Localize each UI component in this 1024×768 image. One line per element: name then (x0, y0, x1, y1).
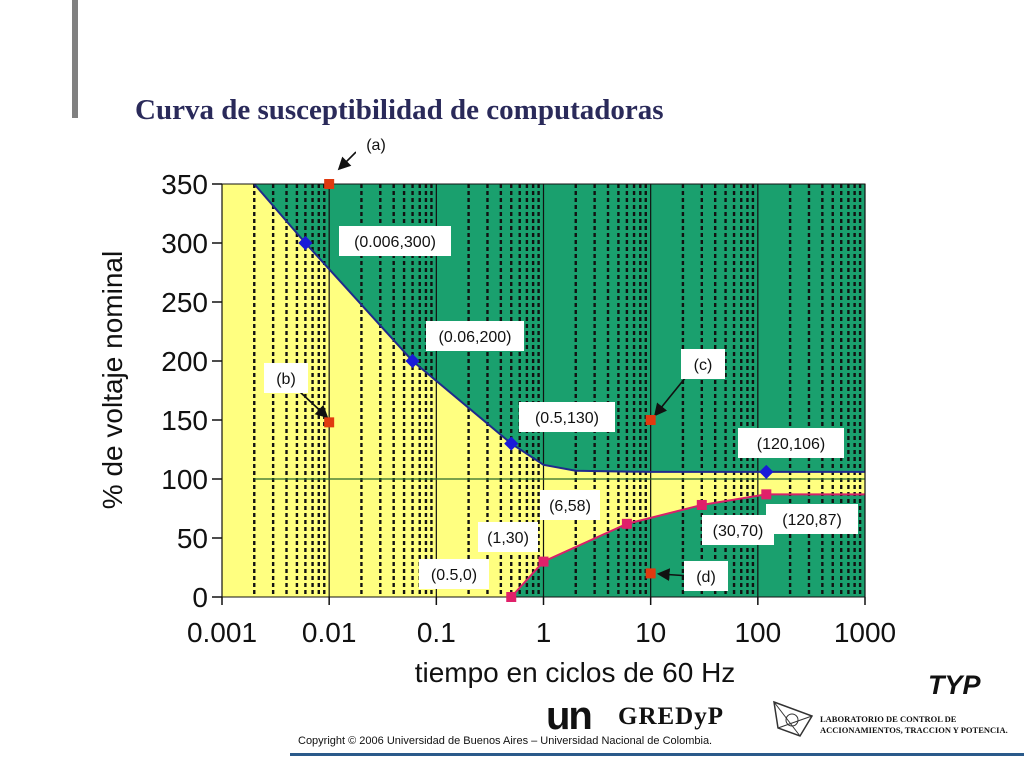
marked-point-marker (324, 179, 335, 189)
lower-point-label: (6,58) (549, 498, 591, 515)
upper-point-label-box (426, 321, 524, 351)
marked-point-marker (645, 415, 656, 425)
lower-point-label-box (702, 515, 774, 545)
pointer-arrow (337, 151, 357, 171)
lower-point-label-box (540, 490, 600, 520)
lab-line-1: LABORATORIO DE CONTROL DE (820, 714, 957, 724)
x-tick-label: 0.01 (302, 617, 357, 648)
lower-point-label-box (766, 504, 858, 534)
lower-point-marker (506, 592, 517, 602)
upper-point-label: (0.5,130) (535, 410, 599, 427)
y-tick-label: 100 (161, 464, 208, 495)
upper-susceptibility-curve (253, 183, 865, 473)
marked-point-label-box (356, 129, 396, 159)
y-tick-label: 350 (161, 169, 208, 200)
upper-point-marker (298, 235, 313, 251)
x-tick-label: 0.1 (417, 617, 456, 648)
marked-point-label: (b) (276, 371, 296, 388)
lower-point-label-box (419, 559, 489, 589)
y-tick-label: 0 (192, 582, 208, 613)
pointer-arrow (299, 391, 329, 419)
y-tick-label: 250 (161, 287, 208, 318)
gredyp-logo: GREDyP (618, 703, 724, 730)
x-tick-label: 10 (635, 617, 666, 648)
footer-rule (290, 753, 1024, 756)
upper-point-marker (405, 353, 420, 369)
marked-point-label-box (264, 363, 308, 393)
upper-point-label-box (519, 402, 615, 432)
upper-point-label-box (339, 226, 451, 256)
y-tick-label: 300 (161, 228, 208, 259)
y-tick-label: 200 (161, 346, 208, 377)
upper-point-marker (504, 436, 519, 451)
lab-logo-icon (773, 700, 814, 737)
lower-point-label: (30,70) (713, 523, 764, 540)
slide-title: Curva de susceptibilidad de computadoras (135, 94, 664, 126)
y-tick-label: 150 (161, 405, 208, 436)
lower-point-label: (0.5,0) (431, 567, 477, 584)
x-tick-label: 100 (734, 617, 781, 648)
upper-point-label-box (738, 428, 844, 458)
copyright-text: Copyright © 2006 Universidad de Buenos A… (298, 735, 713, 747)
y-axis-label: % de voltaje nominal (97, 251, 128, 509)
upper-point-label: (0.006,300) (354, 234, 436, 251)
x-tick-label: 1 (536, 617, 552, 648)
marked-point-marker (645, 568, 656, 579)
upper-point-label: (0.06,200) (439, 329, 512, 346)
lower-susceptibility-curve (510, 493, 865, 598)
x-tick-label: 0.001 (187, 617, 257, 648)
marked-point-label-box (681, 349, 725, 379)
marked-point-label: (d) (696, 569, 716, 586)
lower-point-label-box (478, 522, 538, 552)
y-tick-label: 50 (177, 523, 208, 554)
lab-line-2: ACCIONAMIENTOS, TRACCION Y POTENCIA. (820, 725, 1008, 735)
lower-point-marker (696, 499, 707, 510)
un-logo: un (546, 694, 593, 738)
marked-point-marker (324, 417, 335, 428)
marked-point-label: (a) (366, 137, 386, 154)
upper-point-label: (120,106) (757, 436, 826, 453)
marked-point-label: (c) (694, 357, 713, 374)
lower-point-marker (761, 489, 772, 500)
lower-point-label: (1,30) (487, 530, 529, 547)
lower-point-label: (120,87) (782, 512, 842, 529)
upper-point-marker (759, 464, 774, 479)
lower-point-marker (538, 556, 549, 567)
x-axis-label: tiempo en ciclos de 60 Hz (415, 657, 736, 688)
x-tick-label: 1000 (834, 617, 896, 648)
lower-point-marker (621, 518, 632, 529)
typ-logo: TYP (928, 670, 981, 700)
marked-point-label-box (684, 561, 728, 591)
accent-bar (72, 0, 78, 118)
lab-text: LABORATORIO DE CONTROL DE ACCIONAMIENTOS… (820, 714, 1008, 736)
